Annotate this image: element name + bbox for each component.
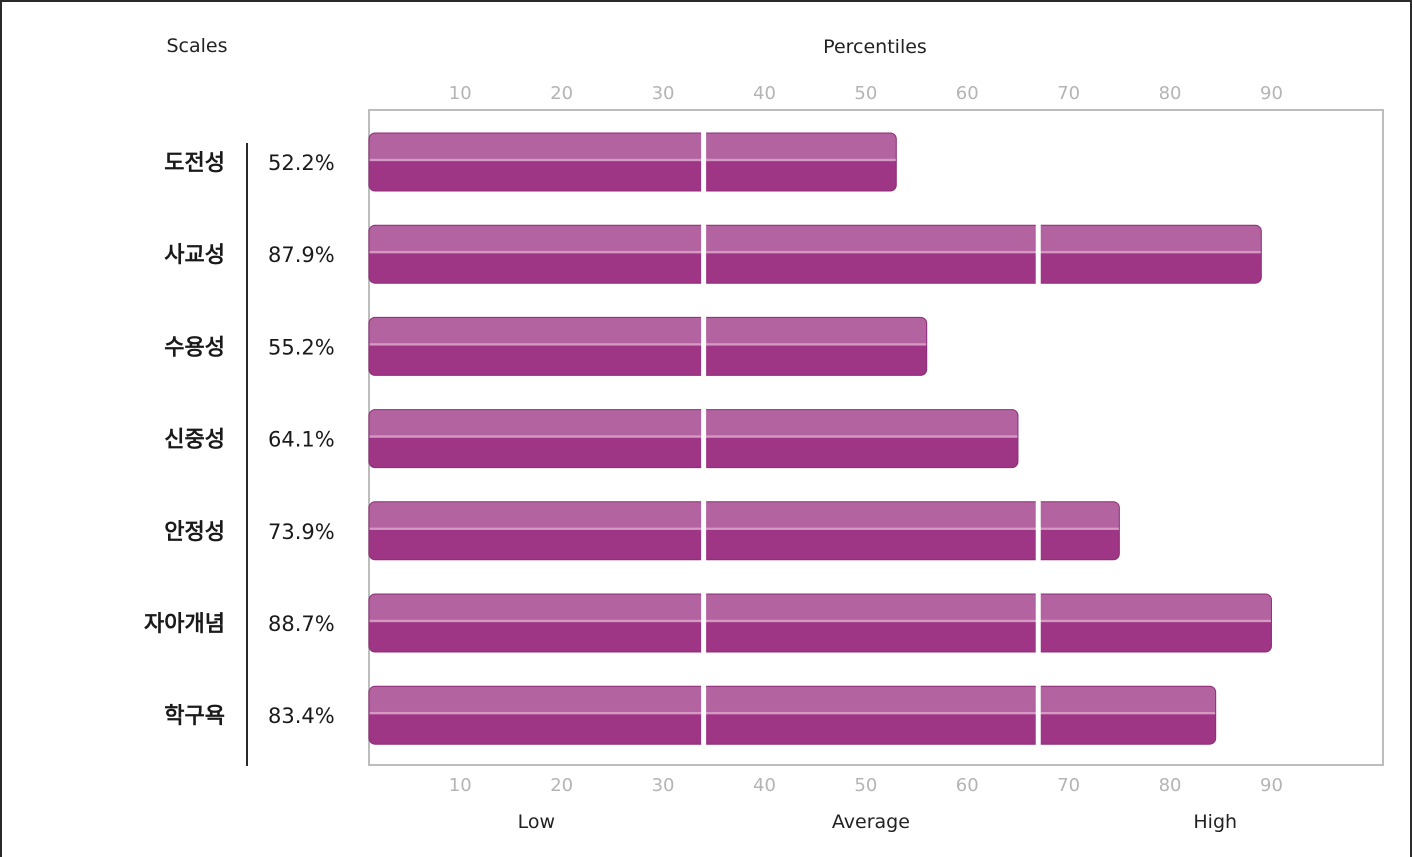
band-separator [701, 408, 707, 469]
band-separator [701, 500, 707, 561]
bar-row: 도전성 52.2% [164, 132, 897, 192]
tick-label-top: 30 [652, 83, 675, 104]
tick-label-bottom: 60 [956, 775, 979, 796]
category-label: 도전성 [164, 151, 225, 176]
band-separator [701, 685, 707, 746]
bar-row: 신중성 64.1% [164, 408, 1019, 469]
band-separator [1035, 593, 1041, 653]
category-label: 학구욕 [164, 704, 225, 729]
bar-row: 수용성 55.2% [164, 316, 928, 377]
band-label: High [1193, 811, 1237, 833]
value-label: 88.7% [268, 612, 335, 636]
tick-label-bottom: 40 [753, 775, 776, 796]
axis-title: Percentiles [823, 36, 927, 58]
bar-row: 학구욕 83.4% [164, 685, 1217, 746]
tick-label-bottom: 10 [449, 775, 472, 796]
category-label: 수용성 [164, 335, 225, 360]
band-separator [1035, 685, 1041, 746]
bar-row: 안정성 73.9% [164, 500, 1120, 561]
bar-row: 사교성 87.9% [164, 224, 1262, 285]
value-label: 52.2% [268, 151, 335, 175]
bar [368, 132, 897, 192]
bar [368, 409, 1019, 469]
bar [368, 316, 928, 376]
bar [368, 685, 1217, 745]
tick-label-top: 40 [753, 83, 776, 104]
tick-label-bottom: 80 [1159, 775, 1182, 796]
band-label: Average [832, 811, 910, 833]
top-tick-labels: 10 20 30 40 50 60 70 80 90 [449, 83, 1283, 104]
tick-label-bottom: 30 [652, 775, 675, 796]
bottom-tick-labels: 10 20 30 40 50 60 70 80 90 [449, 775, 1283, 796]
category-label: 안정성 [164, 520, 225, 545]
tick-label-top: 20 [550, 83, 573, 104]
bar [368, 593, 1272, 653]
value-label: 64.1% [268, 428, 335, 452]
band-separator [701, 316, 707, 377]
band-separator [701, 224, 707, 285]
category-label: 자아개념 [144, 612, 225, 637]
tick-label-bottom: 50 [854, 775, 877, 796]
band-labels: Low Average High [518, 811, 1237, 833]
tick-label-top: 10 [449, 83, 472, 104]
value-label: 55.2% [268, 335, 335, 359]
bar-row: 자아개념 88.7% [144, 593, 1272, 653]
tick-label-bottom: 90 [1260, 775, 1283, 796]
value-label: 73.9% [268, 520, 335, 544]
tick-label-top: 70 [1057, 83, 1080, 104]
band-separator [1035, 500, 1041, 561]
scales-header: Scales [166, 35, 227, 57]
category-label: 사교성 [164, 243, 225, 268]
tick-label-bottom: 70 [1057, 775, 1080, 796]
tick-label-top: 90 [1260, 83, 1283, 104]
band-separator [701, 593, 707, 653]
bar [368, 501, 1120, 561]
value-label: 83.4% [268, 704, 335, 728]
band-separator [701, 132, 707, 192]
band-label: Low [518, 811, 555, 833]
value-label: 87.9% [268, 243, 335, 267]
tick-label-top: 60 [956, 83, 979, 104]
tick-label-top: 50 [854, 83, 877, 104]
tick-label-top: 80 [1159, 83, 1182, 104]
bar [368, 224, 1262, 284]
category-label: 신중성 [164, 428, 225, 453]
bar-rows: 도전성 52.2% 사교성 87.9% 수용성 55.2% 신중성 64.1% 안정성 73.9%… [144, 132, 1272, 746]
tick-label-bottom: 20 [550, 775, 573, 796]
band-separator [1035, 224, 1041, 285]
